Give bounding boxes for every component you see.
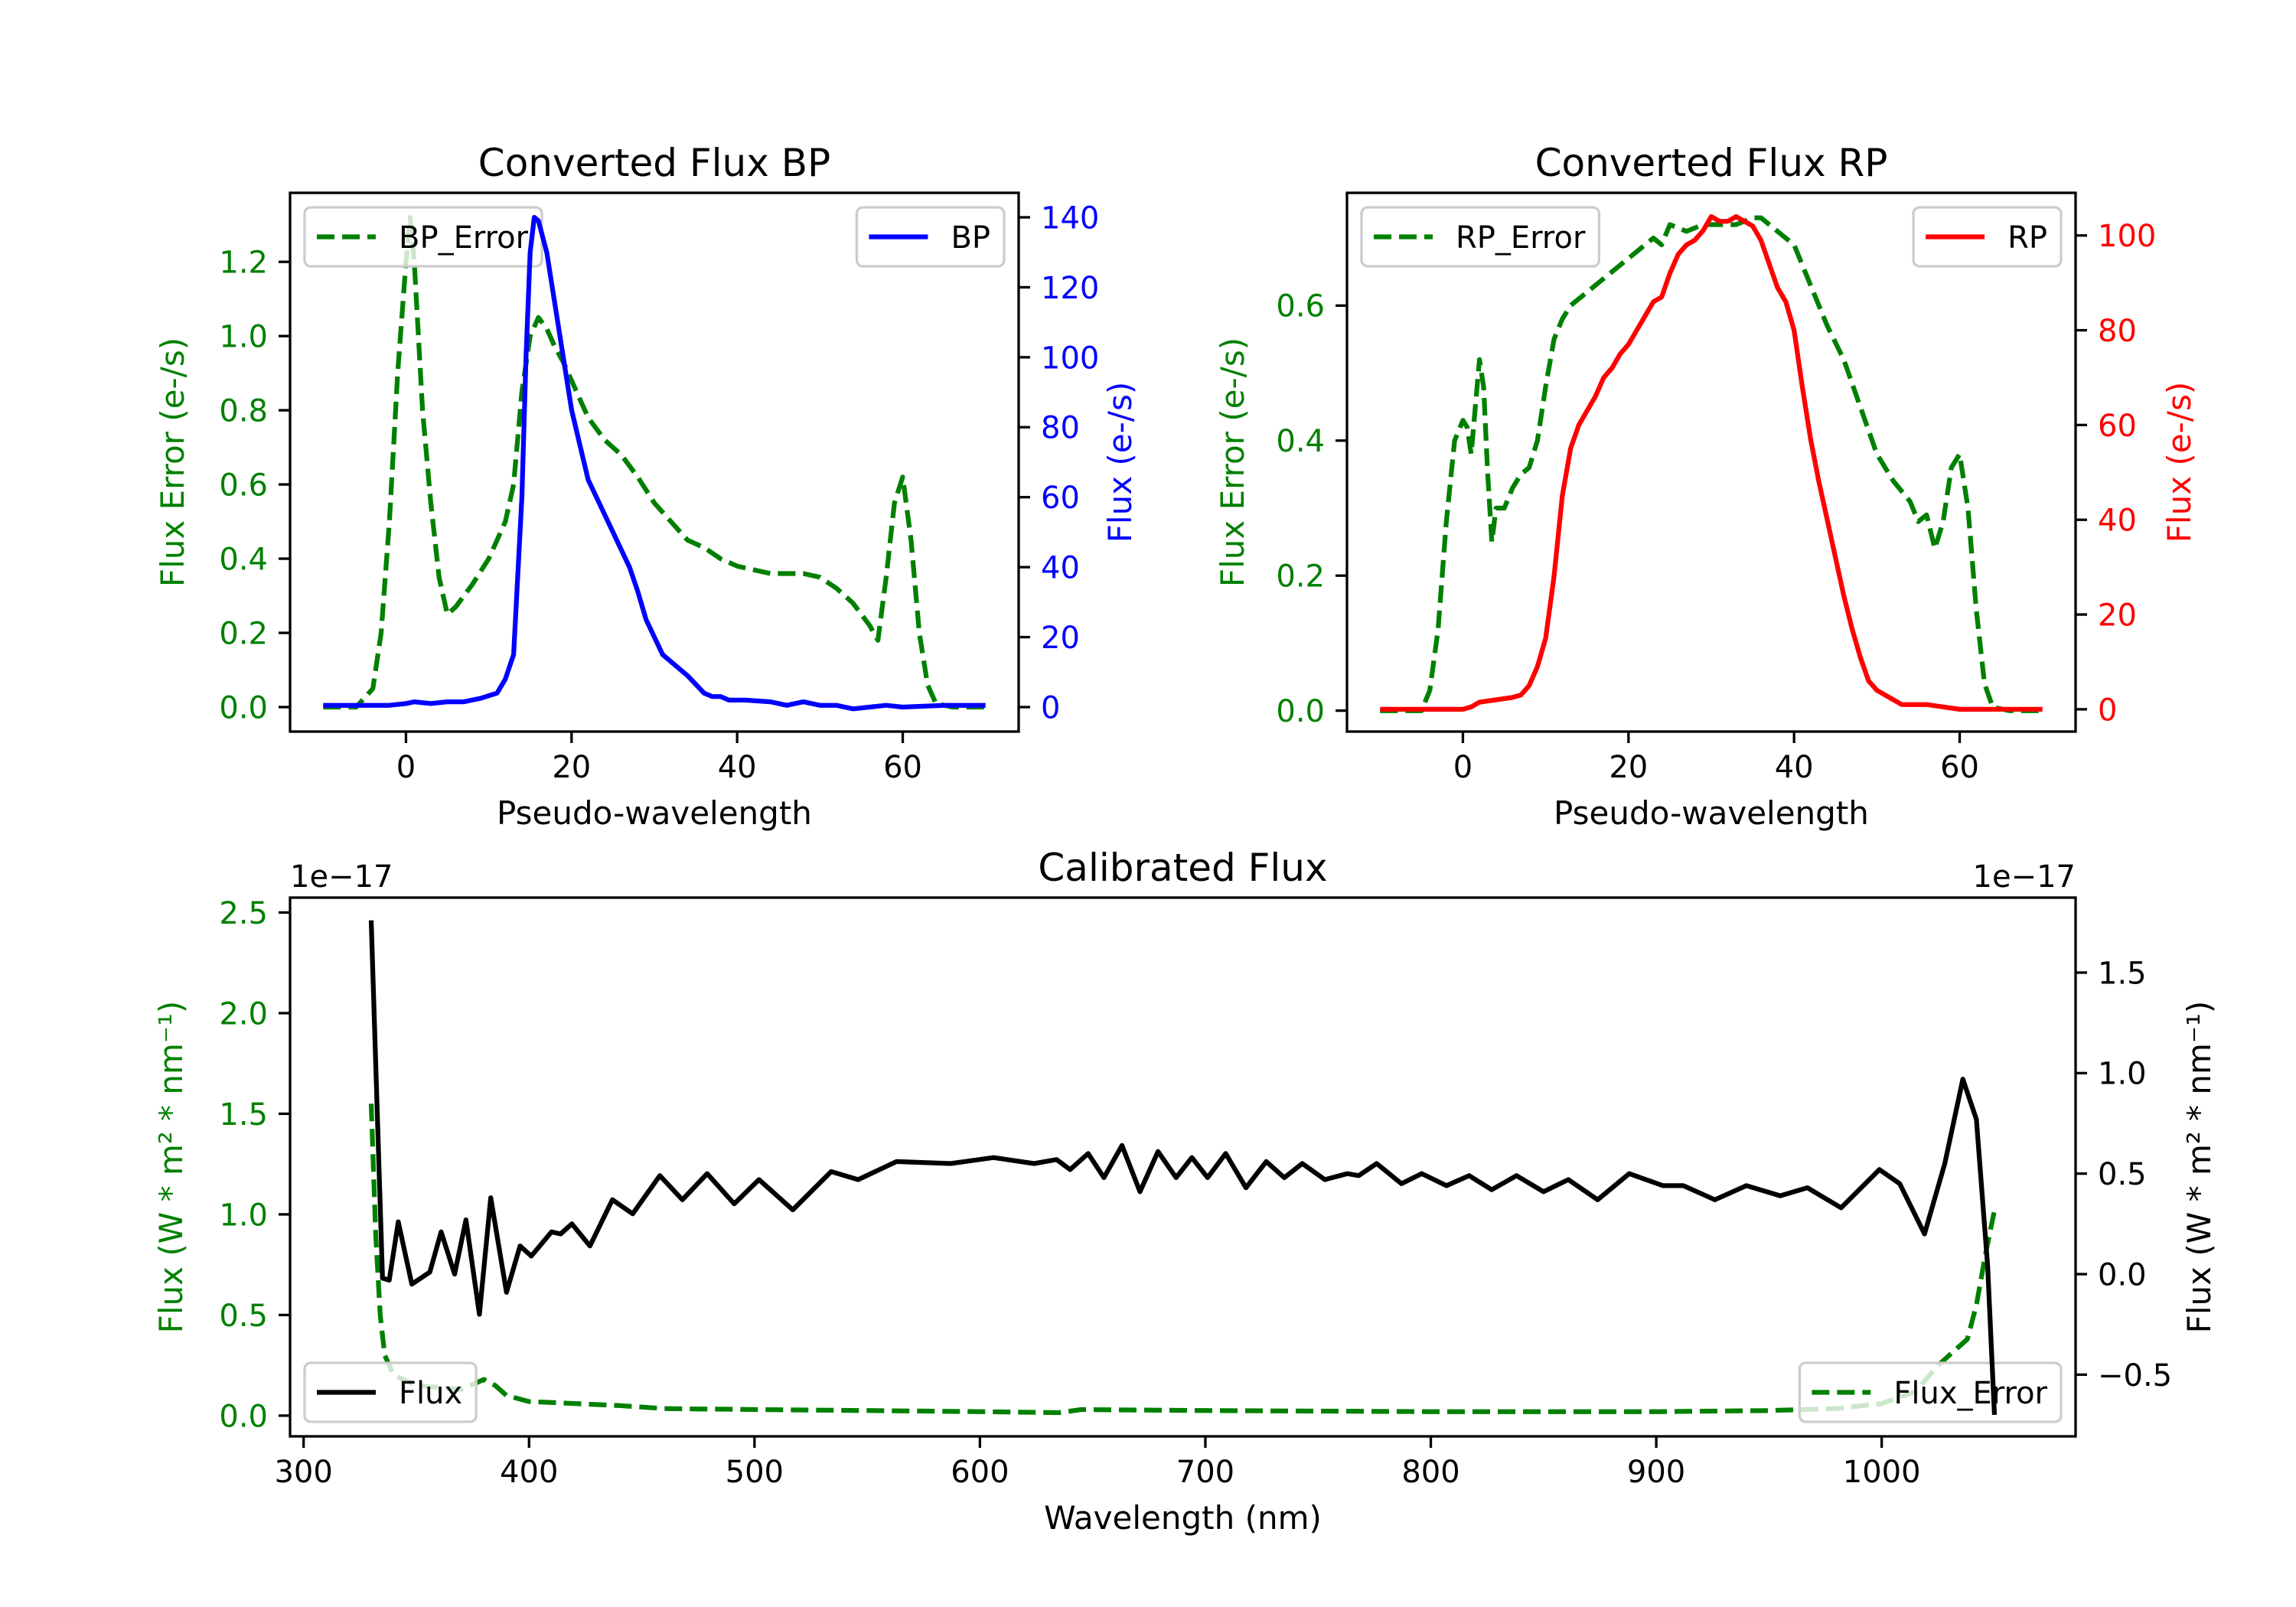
x-tick-label: 700 [1176,1455,1234,1490]
y-left-tick-label: 0.6 [219,468,268,503]
x-axis-label: Pseudo-wavelength [1554,794,1869,832]
legend-rp: RP [1912,206,2063,268]
y-left-tick-label: 1.5 [219,1097,268,1133]
y-right-tick-label: 80 [2098,314,2137,349]
legend-bp: BP [855,206,1006,268]
y-right-tick-label: 40 [2098,504,2137,539]
legend-box [303,1361,478,1423]
series-line-bp [323,214,986,712]
legend-label: Flux_Error [1893,1376,2047,1411]
y-right-tick-label: 60 [2098,409,2137,444]
legend-label: RP_Error [1456,220,1586,256]
y-left-tick-label: 0.4 [219,542,268,577]
legend-rp-error: RP_Error [1360,206,1601,268]
y-right-axis-label: Flux (e-/s) [1101,382,1139,543]
axes-frame [289,896,2077,1438]
y-right-tick-label: 1.5 [2098,956,2147,991]
series-line-rp [1380,214,2043,712]
y-left-tick-label: 0.0 [219,690,268,725]
y-right-tick-label: 40 [1041,551,1080,586]
y-left-axis-label: Flux Error (e-/s) [154,337,191,587]
y-left-tick-label: 0.0 [1276,694,1325,729]
chart-title: Converted Flux BP [478,141,830,185]
y-right-tick-label: 60 [1041,481,1080,516]
x-tick-label: 400 [500,1455,558,1490]
legend-box [1912,206,2063,268]
y-left-tick-label: 2.0 [219,996,268,1032]
bp-panel: Converted Flux BP 0 20 40 60 Pseudo-wavelengt… [154,141,1139,832]
legend-label: BP_Error [399,220,529,256]
y-right-tick-label: 100 [1041,341,1099,376]
y-right-tick-label: 0 [2098,693,2117,728]
y-left-tick-label: 0.2 [219,616,268,651]
y-right-tick-label: 140 [1041,200,1099,236]
y-right-tick-label: 0.0 [2098,1257,2147,1292]
y-left-axis-label: Flux Error (e-/s) [1214,337,1251,587]
y-right-tick-label: 80 [1041,411,1080,446]
series-line-flux [368,920,1998,1416]
y-left-tick-label: 0.0 [219,1399,268,1434]
legend-label: Flux [399,1376,462,1411]
x-tick-label: 500 [726,1455,784,1490]
y-right-tick-label: 120 [1041,271,1099,306]
axes-frame [289,191,1020,733]
x-tick-label: 900 [1627,1455,1685,1490]
x-axis-label: Pseudo-wavelength [497,794,812,832]
series-line-bp-error [323,214,986,710]
y-left-tick-label: 0.4 [1276,424,1325,459]
legend-box [1360,206,1601,268]
x-tick-label: 300 [274,1455,332,1490]
x-tick-label: 1000 [1843,1455,1921,1490]
legend-flux: Flux [303,1361,478,1423]
x-tick-label: 60 [1940,750,1979,785]
y-right-axis-label: Flux (e-/s) [2161,382,2198,543]
axes-frame [1345,191,2077,733]
y-left-offset-text: 1e−17 [290,859,393,895]
x-tick-label: 40 [1775,750,1814,785]
y-right-tick-label: −0.5 [2098,1358,2172,1393]
legend-flux-error: Flux_Error [1798,1361,2063,1423]
x-tick-label: 20 [1609,750,1648,785]
x-tick-label: 0 [396,750,416,785]
y-left-tick-label: 1.2 [219,246,268,281]
x-tick-label: 20 [552,750,591,785]
y-right-axis-label: Flux (W * m² * nm⁻¹) [2180,1001,2218,1334]
y-left-tick-label: 2.5 [219,896,268,931]
calibrated-flux-panel: Calibrated Flux 300 400 500 600 700 800 900 1000… [152,846,2218,1537]
x-tick-label: 40 [718,750,757,785]
y-left-tick-label: 0.2 [1276,559,1325,595]
x-tick-label: 800 [1401,1455,1459,1490]
x-tick-label: 600 [951,1455,1009,1490]
y-right-tick-label: 100 [2098,219,2156,254]
y-left-tick-label: 1.0 [219,1198,268,1233]
x-axis-label: Wavelength (nm) [1044,1499,1322,1537]
chart-title: Calibrated Flux [1038,846,1327,890]
x-tick-label: 60 [883,750,922,785]
y-left-tick-label: 0.5 [219,1299,268,1334]
y-right-tick-label: 1.0 [2098,1057,2147,1092]
y-right-tick-label: 0 [1041,690,1060,725]
x-tick-label: 0 [1453,750,1473,785]
y-right-offset-text: 1e−17 [1973,859,2076,895]
legend-label: BP [951,220,990,256]
y-left-tick-label: 0.8 [219,394,268,429]
legend-bp-error: BP_Error [303,206,543,268]
y-right-tick-label: 20 [2098,598,2137,633]
series-line-rp-error [1380,215,2043,713]
y-right-tick-label: 20 [1041,621,1080,656]
chart-title: Converted Flux RP [1535,141,1888,185]
y-left-axis-label: Flux (W * m² * nm⁻¹) [152,1001,190,1334]
y-left-tick-label: 1.0 [219,320,268,355]
rp-panel: Converted Flux RP 0 20 40 60 Pseudo-wavelengt… [1214,141,2198,832]
y-left-tick-label: 0.6 [1276,289,1325,324]
y-right-tick-label: 0.5 [2098,1157,2147,1192]
legend-label: RP [2007,220,2047,256]
legend-box [855,206,1006,268]
